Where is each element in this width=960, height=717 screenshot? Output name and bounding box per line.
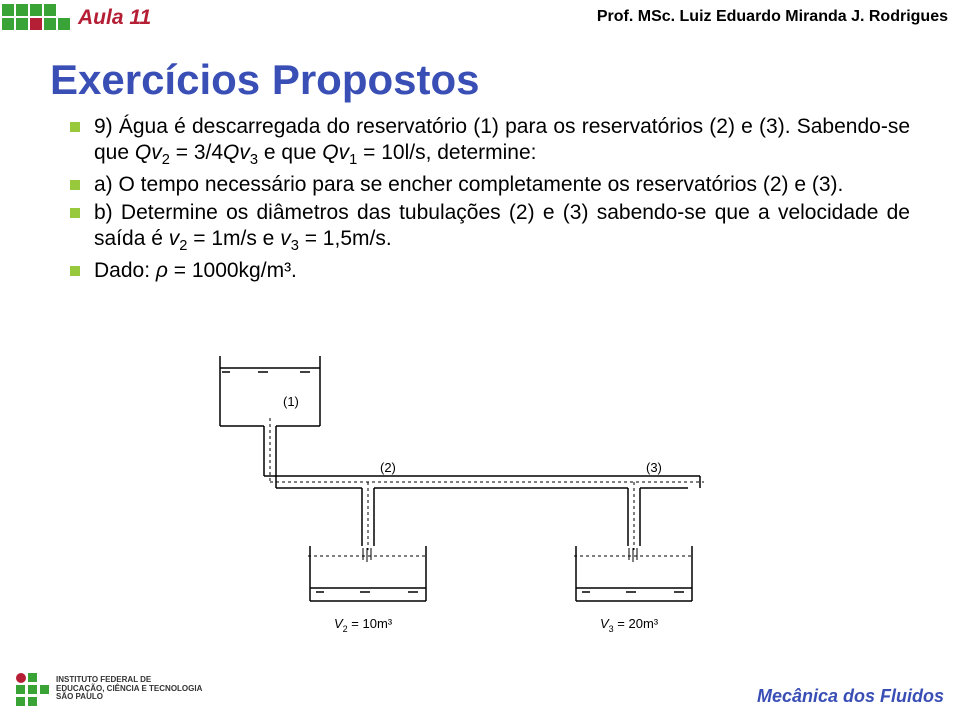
slide-header: Aula 11 Prof. MSc. Luiz Eduardo Miranda …	[0, 0, 960, 40]
reservoir-diagram: (1) (2) (3) V2 = 10m³ V3 = 20m³	[210, 356, 750, 636]
bullet-text: a) O tempo necessário para se encher com…	[94, 172, 910, 198]
lecture-number: Aula 11	[78, 6, 151, 30]
label-vol3: V3 = 20m³	[600, 616, 659, 634]
bullet-item: Dado: ρ = 1000kg/m³.	[70, 258, 910, 284]
label-tank1: (1)	[283, 394, 299, 409]
diagram-svg: (1) (2) (3) V2 = 10m³ V3 = 20m³	[210, 356, 750, 636]
bullet-item: a) O tempo necessário para se encher com…	[70, 172, 910, 198]
content-block: 9) Água é descarregada do reservatório (…	[70, 114, 910, 286]
label-pipe2: (2)	[380, 460, 396, 475]
footer-institute-logo: INSTITUTO FEDERAL DE EDUCAÇÃO, CIÊNCIA E…	[14, 671, 202, 707]
label-pipe3: (3)	[646, 460, 662, 475]
bullet-text: Dado: ρ = 1000kg/m³.	[94, 258, 910, 284]
institute-line: SÃO PAULO	[56, 693, 202, 702]
bullet-icon	[70, 122, 80, 132]
header-logo-squares	[0, 2, 80, 45]
bullet-icon	[70, 180, 80, 190]
bullet-icon	[70, 208, 80, 218]
bullet-text: 9) Água é descarregada do reservatório (…	[94, 114, 910, 170]
slide-title: Exercícios Propostos	[50, 56, 480, 104]
bullet-item: b) Determine os diâmetros das tubulações…	[70, 200, 910, 256]
course-name: Mecânica dos Fluidos	[757, 686, 944, 707]
label-vol2: V2 = 10m³	[334, 616, 393, 634]
bullet-item: 9) Água é descarregada do reservatório (…	[70, 114, 910, 170]
bullet-icon	[70, 266, 80, 276]
professor-name: Prof. MSc. Luiz Eduardo Miranda J. Rodri…	[597, 8, 948, 26]
bullet-text: b) Determine os diâmetros das tubulações…	[94, 200, 910, 256]
